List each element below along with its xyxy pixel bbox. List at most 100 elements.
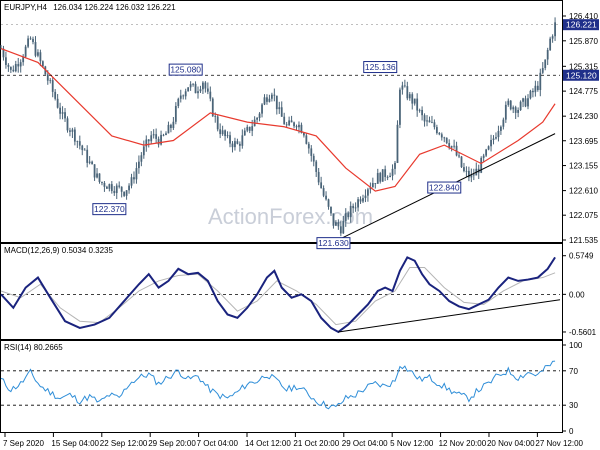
x-tick-label: 12 Nov 20:00 — [439, 439, 487, 448]
candle-body — [431, 122, 433, 124]
candle-body — [150, 135, 153, 142]
candle-body — [263, 97, 266, 105]
candle-body — [229, 135, 231, 144]
candle-body — [399, 89, 401, 125]
candle-body — [224, 130, 226, 137]
candle-body — [155, 134, 158, 139]
candle-body — [83, 149, 86, 151]
candle-body — [320, 182, 323, 189]
candle-body — [445, 137, 448, 144]
candle-body — [5, 57, 7, 65]
candle-body — [327, 199, 330, 207]
candle-body — [495, 137, 497, 139]
macd-signal-line — [0, 266, 556, 326]
candle-body — [421, 109, 423, 116]
candle-body — [41, 61, 44, 67]
candle-body — [499, 126, 502, 131]
candle-body — [66, 118, 69, 131]
candle-body — [140, 155, 143, 162]
candle-body — [322, 188, 325, 196]
candle-body — [91, 161, 94, 165]
candle-body — [532, 90, 534, 93]
candle-body — [472, 174, 475, 176]
candle-body — [184, 91, 187, 97]
candle-body — [221, 130, 224, 135]
x-tick-label: 7 Oct 04:00 — [197, 439, 239, 448]
candle-body — [364, 195, 367, 199]
candle-body — [344, 213, 347, 221]
candle-body — [258, 113, 261, 118]
candle-body — [448, 143, 451, 148]
x-tick-label: 22 Sep 12:00 — [100, 439, 148, 448]
candle-body — [152, 134, 155, 136]
candle-body — [56, 98, 59, 108]
macd-panel-frame — [0, 243, 563, 340]
candle-body — [541, 68, 544, 73]
price-ohlc: 126.034 126.224 126.032 126.221 — [53, 3, 176, 12]
candle-body — [504, 104, 507, 120]
candle-body — [485, 149, 488, 156]
price-tick-label: 123.695 — [569, 137, 598, 146]
candle-body — [539, 72, 542, 91]
candle-body — [86, 149, 89, 163]
candle-body — [27, 38, 29, 47]
price-annotation: 125.136 — [363, 61, 398, 74]
macd-tick-label: 0.5749 — [569, 252, 594, 261]
x-tick-label: 14 Oct 12:00 — [245, 439, 291, 448]
candle-body — [108, 184, 111, 189]
candle-body — [103, 182, 106, 187]
candle-body — [172, 121, 175, 129]
candle-body — [342, 220, 345, 234]
candle-body — [165, 133, 167, 136]
candle-body — [78, 141, 81, 146]
candle-body — [290, 120, 293, 123]
annotation-label: 122.840 — [429, 183, 460, 193]
annotation-label: 121.630 — [318, 238, 349, 248]
candle-body — [226, 135, 229, 137]
price-tick-label: 124.230 — [569, 112, 598, 121]
candle-body — [460, 156, 463, 168]
candle-body — [465, 170, 468, 172]
macd-layer — [0, 256, 561, 334]
candle-body — [443, 137, 446, 139]
candle-body — [34, 42, 37, 56]
candle-body — [9, 66, 12, 70]
candle-body — [391, 168, 394, 176]
candle-body — [546, 50, 549, 60]
candle-body — [529, 90, 532, 99]
candle-body — [411, 94, 414, 104]
candle-body — [39, 52, 42, 62]
candle-body — [369, 187, 372, 190]
candle-body — [305, 135, 308, 144]
candle-body — [197, 91, 199, 94]
candle-body — [88, 161, 91, 163]
price-tick-label: 124.775 — [569, 87, 598, 96]
candle-body — [118, 185, 121, 187]
candle-body — [381, 169, 384, 182]
candle-body — [54, 91, 57, 99]
candle-body — [268, 98, 271, 102]
candle-body — [435, 127, 438, 134]
rsi-layer — [0, 360, 560, 410]
price-tag-label: 125.120 — [566, 70, 597, 80]
candle-body — [192, 83, 194, 85]
candle-body — [125, 190, 128, 196]
candle-body — [261, 104, 263, 114]
candle-body — [492, 138, 495, 141]
candle-body — [332, 213, 335, 226]
candle-body — [133, 177, 135, 180]
price-tick-label: 125.870 — [569, 37, 598, 46]
candle-body — [423, 115, 426, 122]
candle-body — [231, 143, 234, 148]
candle-body — [357, 199, 359, 208]
candle-body — [22, 56, 25, 63]
candle-body — [12, 69, 15, 72]
price-tag-bg — [563, 69, 599, 81]
x-tick-label: 7 Sep 2020 — [3, 439, 44, 448]
candle-body — [219, 129, 222, 135]
candle-body — [162, 134, 165, 136]
candle-body — [418, 109, 421, 111]
candle-body — [98, 173, 101, 182]
candle-body — [278, 107, 281, 110]
